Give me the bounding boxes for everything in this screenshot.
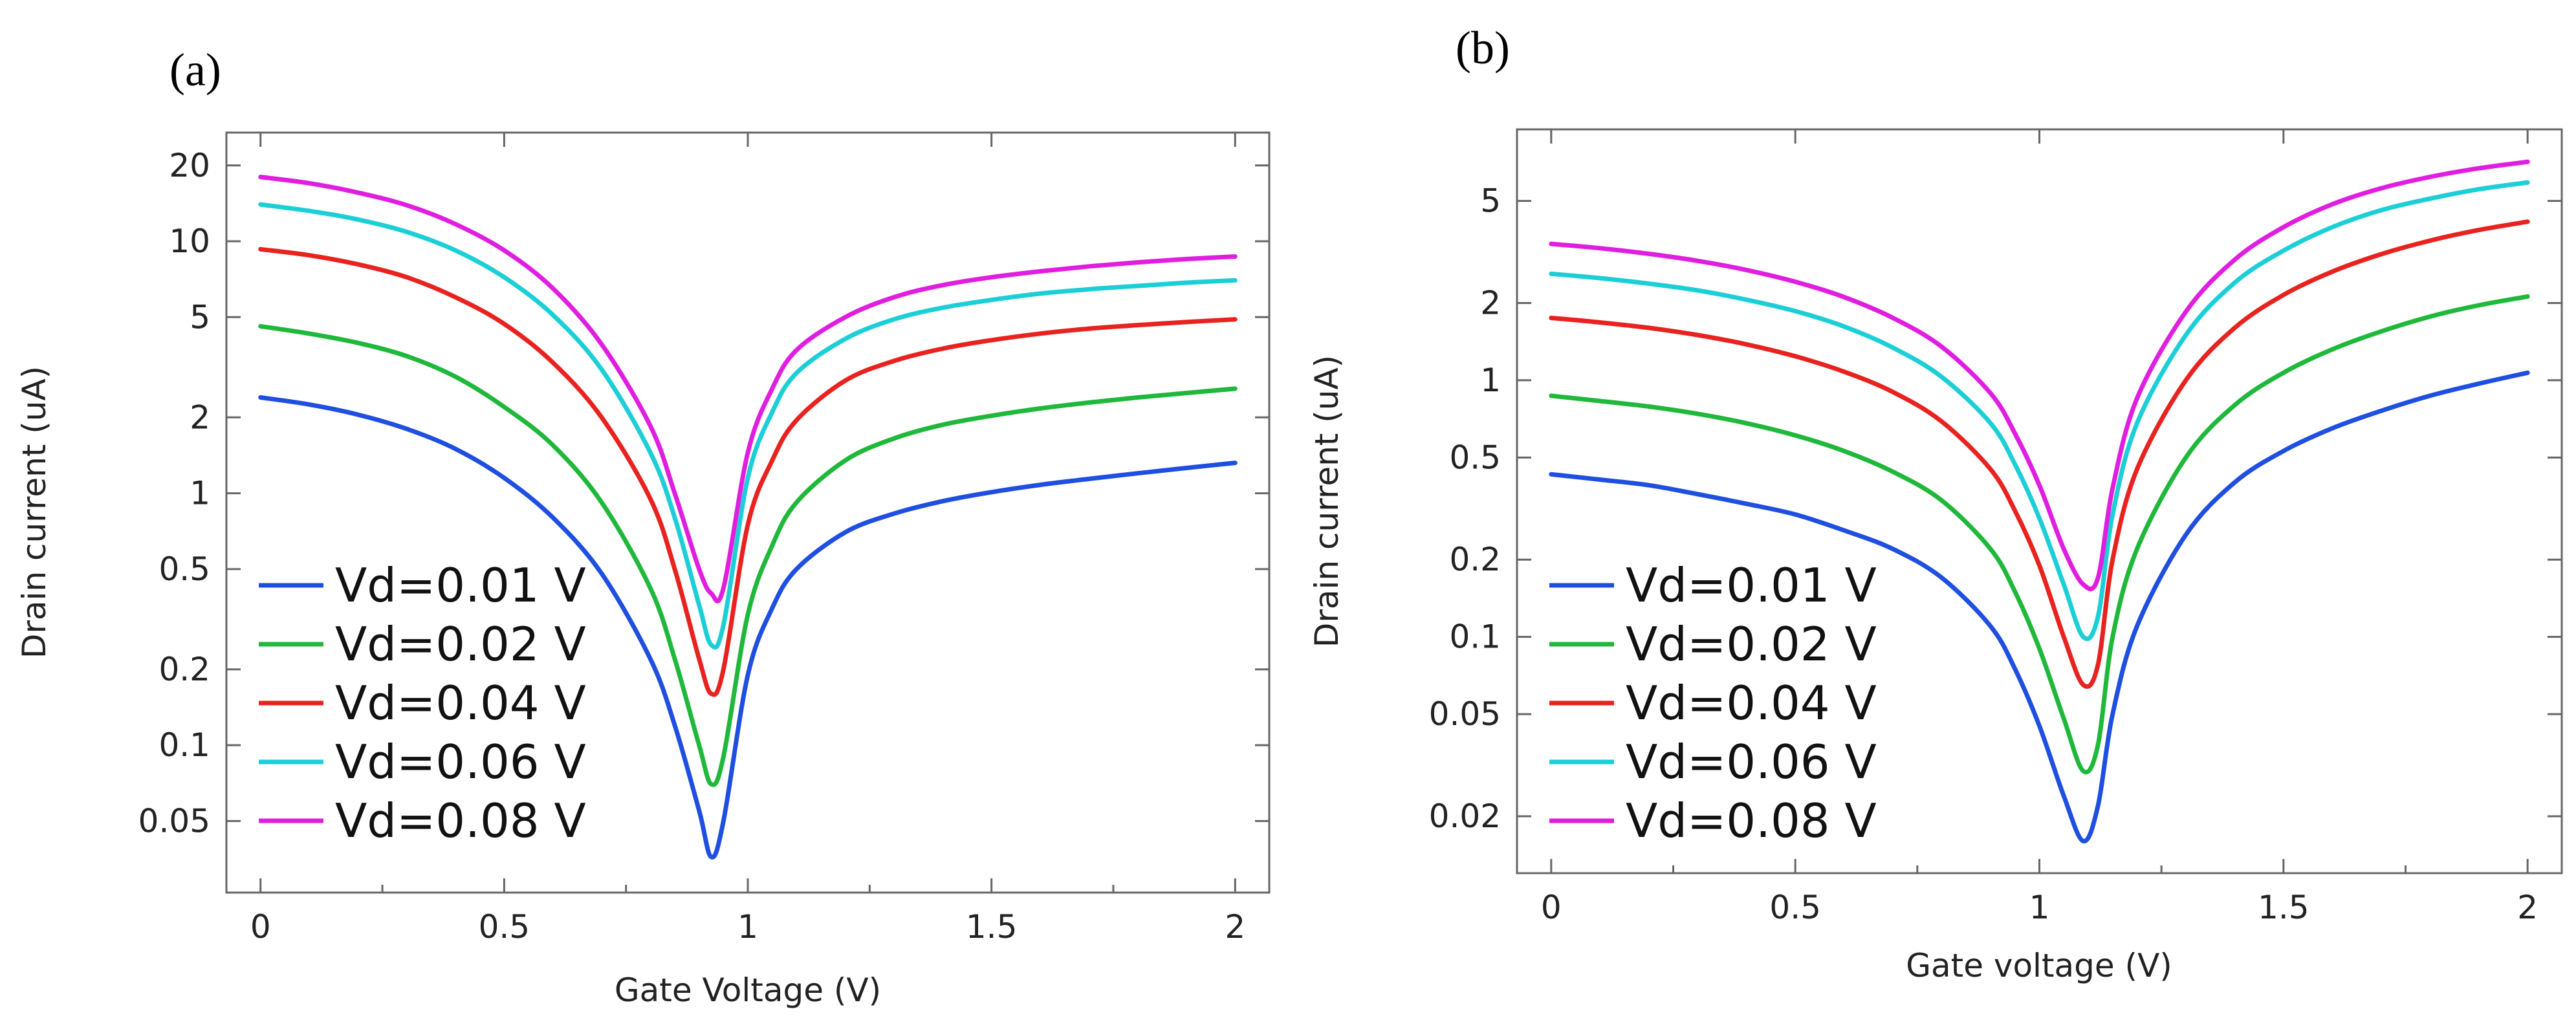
x-tick-label-b: 2 xyxy=(2517,889,2538,926)
ticks-b: 0 0.5 1 1.5 2 0.02 0.05 0.1 0.2 0.5 1 2 5 xyxy=(1429,129,2562,926)
x-tick-label-a: 0 xyxy=(250,908,271,946)
series-line-a-1 xyxy=(258,395,1238,860)
y-tick-label-a: 0.5 xyxy=(158,550,210,588)
x-tick-label-a: 2 xyxy=(1225,908,1245,946)
legend-label-a-5: Vd=0.08 V xyxy=(335,794,586,848)
y-tick-label-a: 0.05 xyxy=(138,802,210,840)
series-line-b-4 xyxy=(1549,180,2530,642)
y-tick-label-b: 0.02 xyxy=(1429,798,1501,835)
x-axis-title-b: Gate voltage (V) xyxy=(1906,947,2172,984)
legend-label-b-2: Vd=0.02 V xyxy=(1626,617,1877,671)
legend-label-a-2: Vd=0.02 V xyxy=(335,617,586,671)
y-tick-label-a: 0.2 xyxy=(158,651,210,688)
legend-label-b-4: Vd=0.06 V xyxy=(1626,735,1877,789)
panel-label-a: (a) xyxy=(169,44,221,96)
legend-label-a-1: Vd=0.01 V xyxy=(335,558,586,613)
y-tick-label-a: 10 xyxy=(169,222,210,260)
series-line-a-3 xyxy=(258,246,1238,697)
y-tick-label-b: 1 xyxy=(1480,362,1501,399)
y-tick-label-b: 0.05 xyxy=(1429,695,1501,733)
legend-a: Vd=0.01 VVd=0.02 VVd=0.04 VVd=0.06 VVd=0… xyxy=(259,558,586,848)
panel-b: (b) 0 0.5 1 1.5 2 0.02 0.05 0.1 0.2 0.5 1 2 5 Vd=0.0… xyxy=(1308,22,2563,984)
y-tick-label-a: 0.1 xyxy=(158,726,210,764)
legend-label-a-3: Vd=0.04 V xyxy=(335,676,586,730)
y-tick-label-a: 2 xyxy=(190,398,210,436)
x-tick-label-a: 0.5 xyxy=(479,908,530,946)
x-tick-label-a: 1.5 xyxy=(966,908,1018,946)
x-tick-label-b: 1 xyxy=(2029,889,2050,926)
series-line-b-5 xyxy=(1549,159,2530,592)
x-axis-title-a: Gate Voltage (V) xyxy=(615,971,881,1009)
y-tick-label-b: 0.5 xyxy=(1449,439,1501,476)
x-tick-label-a: 1 xyxy=(737,908,758,946)
ticks-a: 0 0.5 1 1.5 2 0.05 0.1 0.2 0.5 1 2 5 10 20 xyxy=(138,133,1269,946)
y-tick-label-a: 20 xyxy=(169,147,210,184)
x-tick-label-b: 0.5 xyxy=(1769,889,1821,926)
y-axis-title-a: Drain current (uA) xyxy=(16,366,53,658)
y-tick-label-a: 5 xyxy=(190,298,210,336)
series-line-b-1 xyxy=(1549,370,2530,843)
series-line-a-5 xyxy=(258,175,1238,603)
panel-label-b: (b) xyxy=(1456,22,1510,74)
y-tick-label-b: 2 xyxy=(1480,284,1501,321)
legend-label-b-5: Vd=0.08 V xyxy=(1626,794,1877,848)
series-line-b-3 xyxy=(1549,219,2530,689)
legend-b: Vd=0.01 VVd=0.02 VVd=0.04 VVd=0.06 VVd=0… xyxy=(1549,558,1877,848)
legend-label-a-4: Vd=0.06 V xyxy=(335,735,586,789)
series-line-a-4 xyxy=(258,202,1238,650)
x-tick-label-b: 1.5 xyxy=(2258,889,2309,926)
legend-label-b-3: Vd=0.04 V xyxy=(1626,676,1877,730)
curves-b xyxy=(1549,159,2530,843)
legend-label-b-1: Vd=0.01 V xyxy=(1626,558,1877,613)
panel-a: (a) 0 0.5 1 1.5 2 0.05 0.1 0.2 0.5 1 2 5 10 20 Vd=0.0… xyxy=(16,44,1271,1009)
y-tick-label-a: 1 xyxy=(190,475,210,512)
curves-a xyxy=(258,175,1238,860)
series-line-a-2 xyxy=(258,323,1238,787)
series-line-b-2 xyxy=(1549,294,2530,775)
y-axis-title-b: Drain current (uA) xyxy=(1308,355,1346,647)
y-tick-label-b: 5 xyxy=(1480,182,1501,220)
y-tick-label-b: 0.2 xyxy=(1449,541,1501,578)
x-tick-label-b: 0 xyxy=(1541,889,1562,926)
y-tick-label-b: 0.1 xyxy=(1449,618,1501,656)
